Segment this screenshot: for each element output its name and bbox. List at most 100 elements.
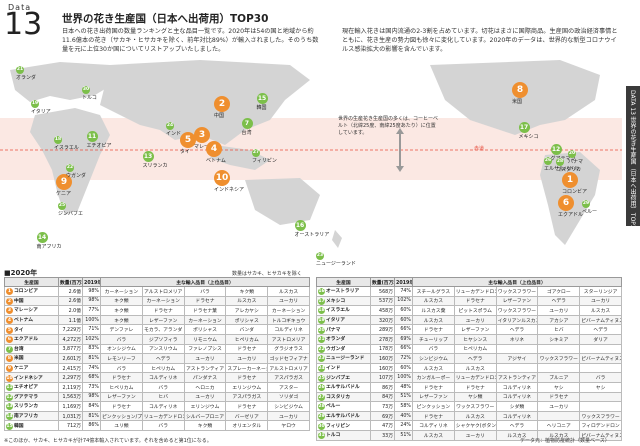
map-marker-22: 22 xyxy=(66,164,74,172)
item-cell: コルディリネ xyxy=(141,401,185,412)
item-cell: ドラセナ xyxy=(453,381,497,393)
country-name: 13スリランカ xyxy=(4,401,59,412)
item-cell: バラ xyxy=(412,343,455,355)
item-cell: コルディリネ xyxy=(495,410,539,422)
table-row: 23ニュージーランド 160万 72% シンビジウム ヘデラ アジサイ ワックスフラワー ピバ… xyxy=(316,353,622,364)
map-marker-label-19: イタリア xyxy=(31,109,51,115)
item-cell: カーネーション xyxy=(100,286,143,297)
country-name: 9 ケニア xyxy=(4,362,59,374)
table-row: 3 マレーシア 2.0億 77% キク類 ドラセナ ドラセナ葉 アレカヤシ カーネーション xyxy=(4,305,310,316)
intro-left: 日本への花き出荷国の数量ランキングと主な品目一覧です。2020年は54の国と地域… xyxy=(62,28,319,54)
table-row: 30フィリピン47万24%コルディリネシャクヤク(ボタンを除く)ヘデラヘリコニア… xyxy=(316,420,622,431)
quantity-cell: 69万 xyxy=(370,410,395,422)
table-row: 2 中国 2.6億 98% キク類 カーネーション ドラセナ ルスカス ユーカリ xyxy=(4,295,310,307)
item-cell: ヘリコニア xyxy=(537,420,581,431)
item-cell: バンダ xyxy=(225,324,269,335)
col-ratio: 2019年対比 xyxy=(394,277,413,287)
item-cell: ゴッドセフィアナ xyxy=(267,353,310,364)
item-cell: ファレノプシス xyxy=(183,343,227,355)
map-marker-label-24: インド xyxy=(166,131,182,137)
map-marker-5: 5 xyxy=(180,132,196,148)
country-name: 26エルサルバドル xyxy=(316,381,371,393)
rank-badge: 18 xyxy=(318,307,325,315)
item-cell: エリンジウム xyxy=(183,401,227,412)
item-cell: ヤシ xyxy=(537,381,581,393)
item-cell: コルディリネ xyxy=(412,420,455,431)
rank-badge: 7 xyxy=(6,345,13,353)
ratio-cell: 100% xyxy=(82,314,101,326)
item-cell: ドラセナ xyxy=(183,295,227,307)
table-row: 7 台湾 3,877万 83% オンシジウム アンスリウム ファレノプシス ドラセナ グラジオラ… xyxy=(4,343,310,355)
item-cell: グラジオラス xyxy=(267,343,310,355)
country-name: 4 ベトナム xyxy=(4,314,59,326)
map-marker-label-18: イスラエル xyxy=(54,145,79,151)
country-name: 25ジンバブエ xyxy=(316,372,371,383)
ratio-cell: 40% xyxy=(394,410,413,422)
rank-badge: 23 xyxy=(318,355,325,363)
item-cell: バラ xyxy=(100,362,143,374)
ratio-cell: 84% xyxy=(82,401,101,412)
ratio-cell: 102% xyxy=(82,333,101,345)
asia xyxy=(100,60,310,145)
item-cell: ドラセナ xyxy=(100,401,143,412)
quantity-cell: 47万 xyxy=(370,420,395,431)
table-row: 25ジンバブエ 107万 100% カンガルーポー リューカデンドロン アストランティアブ… xyxy=(316,372,622,383)
country-name: 29エルサルバドル xyxy=(316,410,371,422)
item-cell: ポリシャス xyxy=(183,324,227,335)
country-name: 7 台湾 xyxy=(4,343,59,355)
ratio-cell: 73% xyxy=(82,381,101,393)
item-cell: ヒペリカム xyxy=(225,333,269,345)
ranking-table-right: 生産国 数量(百万本) 2019年対比 主な輸入品目（上位品目） 16オーストラ… xyxy=(316,277,622,441)
map-marker-label-30: トルコ xyxy=(82,95,97,101)
item-cell: ダリア xyxy=(579,333,622,345)
item-cell: フィロデンドロン xyxy=(579,420,622,431)
item-cell: ピットスポラム xyxy=(453,305,497,316)
map-marker-label-22: ウガンダ xyxy=(66,173,87,179)
item-cell: オリエンタル xyxy=(225,420,269,431)
ratio-cell: 51% xyxy=(394,429,413,441)
rank-badge: 28 xyxy=(318,403,325,411)
southeast-asia xyxy=(210,145,270,170)
country-name: 20パナマ xyxy=(316,324,371,335)
rank-badge: 21 xyxy=(318,336,325,344)
quantity-cell: 2,119万 xyxy=(58,381,83,393)
item-cell: ユリ類 xyxy=(100,420,143,431)
source-note: データ元：植物防疫統計（数量ベース） xyxy=(520,438,610,444)
col-items: 主な輸入品目（上位品目） xyxy=(100,277,310,287)
rank-badge: 29 xyxy=(318,413,325,420)
col-quantity: 数量(百万本) xyxy=(58,277,83,287)
north-america xyxy=(430,60,600,135)
map-marker-label-29: ペルー xyxy=(582,209,598,215)
ratio-cell: 98% xyxy=(82,391,101,403)
map-marker-30: 30 xyxy=(82,86,90,94)
table-row: 19イタリア 320万 60% ルスカス ユーカリ イタリアンルスカス アカシア ピバーナムテ… xyxy=(316,314,622,326)
item-cell: コルディリネ xyxy=(141,372,185,383)
item-cell: ピンクッション xyxy=(412,401,455,412)
country-name: 14南アフリカ xyxy=(4,410,59,422)
country-name: 23ニュージーランド xyxy=(316,353,371,364)
item-cell: シンビジウム xyxy=(267,401,310,412)
item-cell: ヒヤシンス xyxy=(453,333,497,345)
map-marker-16: 16 xyxy=(294,219,306,231)
map-marker-28: 28 xyxy=(556,158,564,166)
map-marker-label-17: メキシコ xyxy=(518,133,539,140)
table-row: 6 エクアドル 4,272万 102% バラ ジプソフィラ リモニウム ヒペリカム アストロメリ… xyxy=(4,333,310,345)
map-marker-15: 15 xyxy=(256,92,268,104)
rank-badge: 3 xyxy=(6,307,13,315)
map-marker-label-16: オーストラリア xyxy=(294,231,330,238)
item-cell: ドラセナ xyxy=(412,410,455,422)
country-name: 15韓国 xyxy=(4,420,59,431)
country-name: 6 エクアドル xyxy=(4,333,59,345)
item-cell: レザーファン xyxy=(141,314,185,326)
quantity-cell: 1.1億 xyxy=(58,314,83,326)
map-marker-label-20: パナマ xyxy=(568,159,584,165)
quantity-cell: 84万 xyxy=(370,391,395,403)
quantity-cell: 2,415万 xyxy=(58,362,83,374)
quantity-cell: 1,031万 xyxy=(58,410,83,422)
item-cell: ルスカス xyxy=(579,305,622,316)
belt-arrow-up-icon xyxy=(396,128,404,134)
item-cell: アストランティア xyxy=(495,372,539,383)
item-cell: アスター xyxy=(267,381,310,393)
map-marker-4: 4 xyxy=(206,141,222,157)
rank-badge: 8 xyxy=(6,355,13,363)
